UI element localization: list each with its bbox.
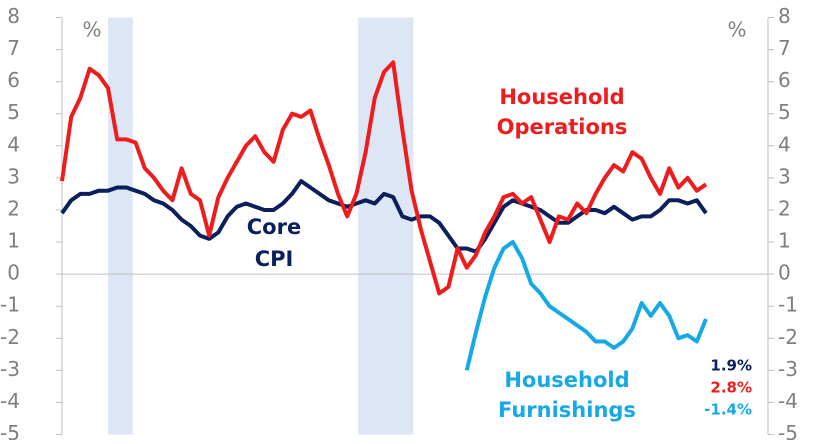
end-value-label: 1.9%: [710, 357, 752, 375]
unit-right: %: [727, 18, 746, 42]
recession-band: [108, 17, 133, 435]
y-tick-label: -1: [0, 293, 20, 317]
label-line: Household: [504, 368, 629, 392]
y-tick-label: -3: [0, 357, 20, 381]
y-tick-label: 4: [7, 132, 20, 156]
background-layer: [61, 17, 769, 435]
unit-left: %: [82, 18, 101, 42]
label-household-furnishings: Household Furnishings: [498, 368, 636, 422]
y2-tick-label: 3: [778, 164, 791, 188]
label-line: Operations: [497, 115, 628, 139]
y2-tick-label: 5: [778, 100, 791, 124]
y2-tick-label: -2: [778, 325, 798, 349]
recession-band: [358, 17, 414, 435]
label-core-cpi: Core CPI: [247, 215, 301, 271]
label-line: CPI: [255, 247, 294, 271]
y2-tick-label: -5: [778, 421, 798, 440]
y2-tick-label: -4: [778, 389, 798, 413]
y-tick-label: -4: [0, 389, 20, 413]
y2-tick-label: -3: [778, 357, 798, 381]
y-tick-label: 5: [7, 100, 20, 124]
label-household-operations: Household Operations: [497, 85, 628, 139]
y-tick-label: 6: [7, 68, 20, 92]
y-tick-label: 3: [7, 164, 20, 188]
y-tick-label: 1: [7, 229, 20, 253]
y-tick-label: -2: [0, 325, 20, 349]
y2-tick-label: 0: [778, 261, 791, 285]
y2-tick-label: 6: [778, 68, 791, 92]
series-line: [60, 60, 708, 296]
y-tick-label: -5: [0, 421, 20, 440]
series-line: [464, 240, 708, 371]
label-line: Household: [499, 85, 624, 109]
end-value-label: -1.4%: [704, 401, 752, 419]
y2-tick-label: 4: [778, 132, 791, 156]
end-value-label: 2.8%: [710, 379, 752, 397]
y-tick-label: 2: [7, 196, 20, 220]
y2-tick-label: 2: [778, 196, 791, 220]
y2-tick-label: 7: [778, 36, 791, 60]
label-line: Furnishings: [498, 398, 636, 422]
y-tick-label: 8: [7, 4, 20, 28]
series-line: [60, 179, 708, 254]
y2-tick-label: 1: [778, 229, 791, 253]
y2-tick-label: 8: [778, 4, 791, 28]
y-tick-label: 7: [7, 36, 20, 60]
y2-tick-label: -1: [778, 293, 798, 317]
y-tick-label: 0: [7, 261, 20, 285]
label-line: Core: [247, 215, 301, 239]
